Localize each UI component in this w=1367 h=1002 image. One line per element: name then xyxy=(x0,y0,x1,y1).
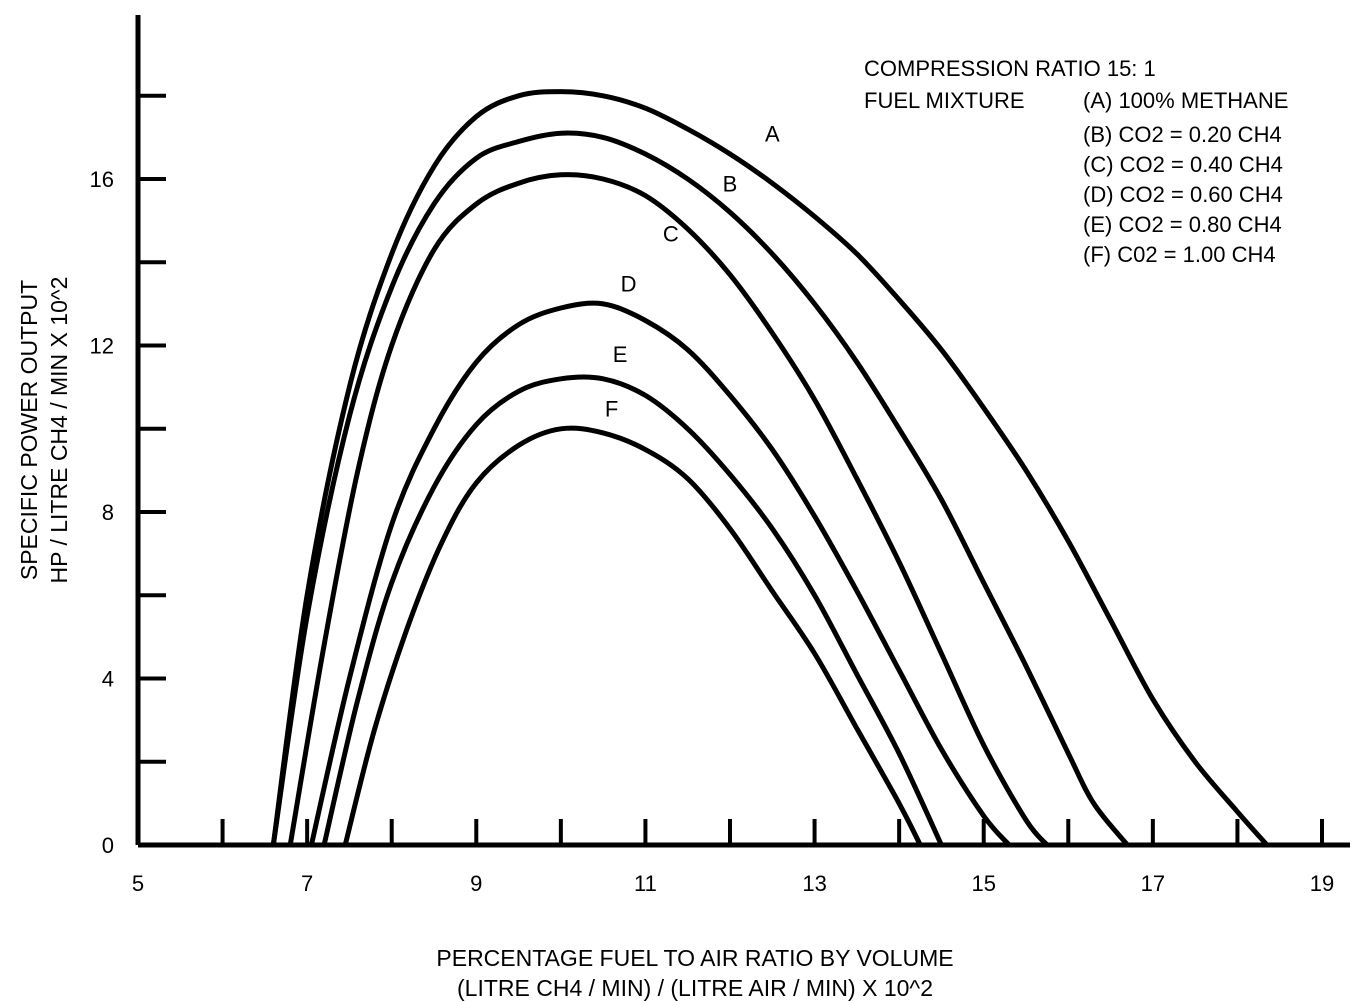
legend-entry-c: (C) CO2 = 0.40 CH4 xyxy=(1083,152,1283,177)
curve-label-a: A xyxy=(765,122,780,147)
curve-label-e: E xyxy=(613,342,628,367)
legend-title-fuel-mixture: FUEL MIXTURE xyxy=(864,88,1025,113)
x-tick-label: 5 xyxy=(132,871,144,896)
legend-entry-a: (A) 100% METHANE xyxy=(1083,88,1288,113)
series-line-e xyxy=(321,374,944,848)
legend-entry-e: (E) CO2 = 0.80 CH4 xyxy=(1083,212,1282,237)
x-tick-label: 7 xyxy=(301,871,313,896)
x-tick-label: 11 xyxy=(634,871,657,896)
y-tick-label: 0 xyxy=(102,833,114,858)
ticks: 5 7 9 11 13 15 17 19 0 4 8 12 16 xyxy=(90,93,1334,896)
legend-title-compression: COMPRESSION RATIO 15: 1 xyxy=(864,56,1156,81)
y-axis-title-line1: SPECIFIC POWER OUTPUT xyxy=(16,280,42,580)
legend-entry-b: (B) CO2 = 0.20 CH4 xyxy=(1083,122,1282,147)
curve-labels: A B C D E F xyxy=(605,122,780,422)
series-line-d xyxy=(308,300,1012,848)
x-tick-label: 9 xyxy=(470,871,482,896)
legend-entry-f: (F) C02 = 1.00 CH4 xyxy=(1083,242,1276,267)
series-line-b xyxy=(270,130,1130,848)
curve-label-b: B xyxy=(723,171,738,196)
curves xyxy=(270,89,1270,848)
x-tick-label: 13 xyxy=(802,871,826,896)
y-tick-label: 12 xyxy=(90,334,114,359)
legend: COMPRESSION RATIO 15: 1 FUEL MIXTURE (A)… xyxy=(864,56,1288,267)
y-axis-title-line2: HP / LITRE CH4 / MIN X 10^2 xyxy=(46,277,72,584)
series-line-f xyxy=(342,425,923,848)
series-line-a xyxy=(270,89,1270,848)
curve-label-d: D xyxy=(621,271,637,296)
y-tick-label: 8 xyxy=(102,500,114,525)
legend-entry-d: (D) CO2 = 0.60 CH4 xyxy=(1083,182,1283,207)
x-axis-title-line2: (LITRE CH4 / MIN) / (LITRE AIR / MIN) X … xyxy=(457,975,933,1001)
x-tick-label: 17 xyxy=(1141,871,1165,896)
curve-label-c: C xyxy=(663,221,679,246)
curve-label-f: F xyxy=(605,396,618,421)
y-tick-label: 4 xyxy=(102,667,114,692)
x-axis-title-line1: PERCENTAGE FUEL TO AIR RATIO BY VOLUME xyxy=(436,945,953,971)
series-line-c xyxy=(287,172,1050,848)
x-tick-label: 19 xyxy=(1310,871,1334,896)
x-tick-label: 15 xyxy=(971,871,995,896)
y-tick-label: 16 xyxy=(90,167,114,192)
